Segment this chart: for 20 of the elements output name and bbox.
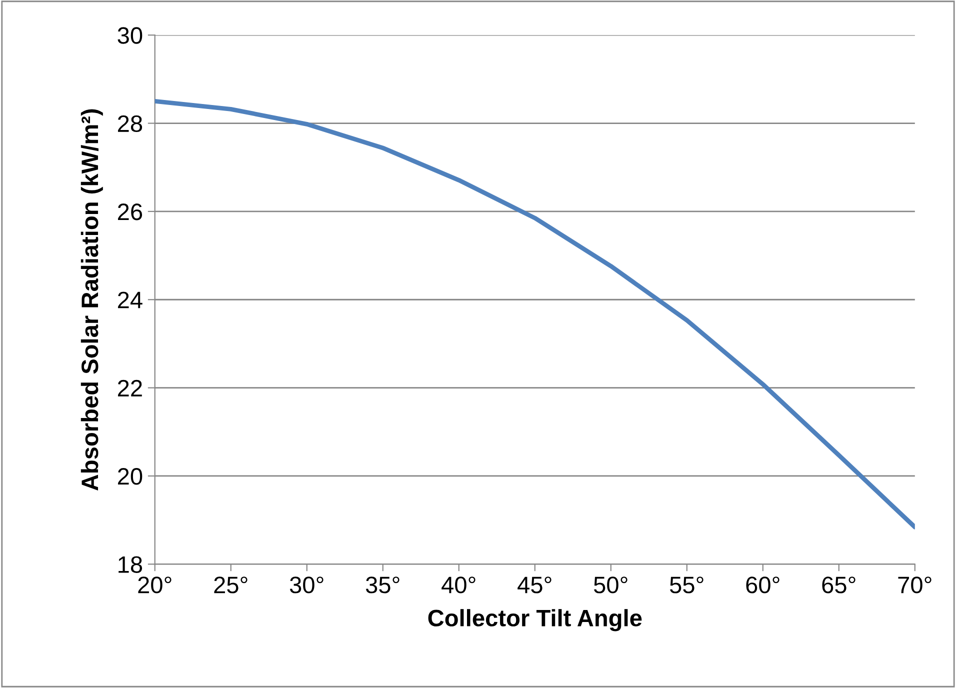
x-tick-label: 70° [898, 576, 932, 594]
y-tick-label: 18 [118, 556, 142, 573]
x-tick-label: 65° [822, 576, 856, 594]
y-tick-label: 28 [118, 115, 142, 132]
x-tick-label: 50° [594, 576, 628, 594]
y-tick-label: 20 [118, 468, 142, 485]
y-tick-label: 26 [118, 204, 142, 220]
x-tick-label: 45° [518, 576, 552, 594]
y-tick-label: 22 [118, 380, 142, 396]
x-tick-label: 40° [442, 576, 476, 594]
y-axis-title: Absorbed Solar Radiation (kW/m²) [80, 109, 103, 491]
y-tick-label: 24 [118, 292, 142, 308]
x-axis-title: Collector Tilt Angle [428, 609, 642, 632]
x-tick-label: 60° [746, 576, 780, 594]
x-tick-label: 30° [290, 576, 324, 594]
x-tick-label: 20° [138, 576, 172, 594]
x-tick-label: 55° [670, 576, 704, 594]
x-tick-label: 35° [366, 576, 400, 594]
y-tick-label: 30 [118, 27, 142, 44]
x-tick-label: 25° [214, 576, 248, 594]
